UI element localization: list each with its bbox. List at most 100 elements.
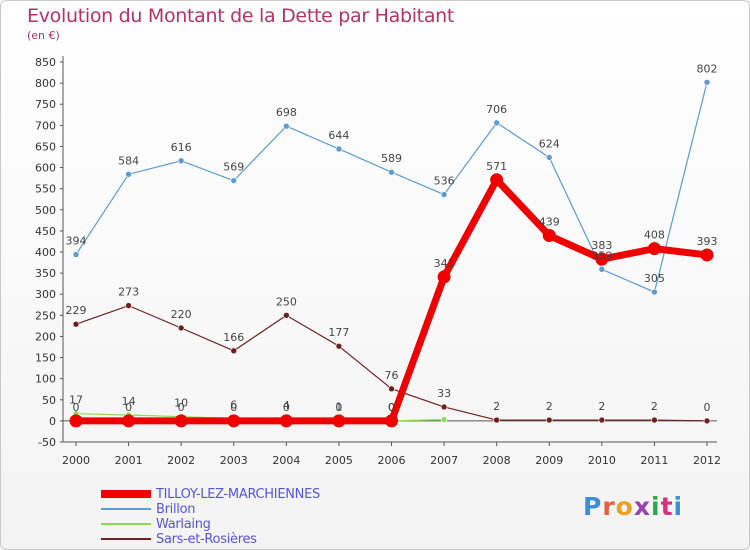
data-label: 305 [644, 272, 665, 285]
y-tick-label: 800 [35, 77, 56, 90]
data-label: 33 [437, 387, 451, 400]
x-tick-label: 2006 [378, 454, 406, 467]
data-point [595, 252, 609, 266]
data-point [598, 416, 606, 424]
data-point [174, 414, 188, 428]
data-point [542, 229, 556, 243]
chart-title: Evolution du Montant de la Dette par Hab… [27, 5, 455, 27]
data-point [493, 416, 500, 424]
y-tick-label: 150 [35, 352, 56, 365]
x-tick-label: 2008 [483, 454, 511, 467]
x-tick-label: 2004 [272, 454, 300, 467]
y-tick-label: 200 [35, 330, 56, 343]
x-tick-label: 2001 [115, 454, 143, 467]
data-label: 536 [434, 175, 455, 188]
x-tick-label: 2002 [167, 454, 195, 467]
data-point [700, 248, 714, 262]
data-point [335, 145, 343, 153]
y-tick-label: 850 [35, 56, 56, 69]
y-tick-label: 700 [35, 119, 56, 132]
y-tick-label: 750 [35, 98, 56, 111]
x-tick-label: 2012 [693, 454, 721, 467]
data-point [703, 417, 711, 425]
data-label: 571 [486, 160, 507, 173]
data-point [440, 191, 448, 198]
x-tick-label: 2010 [588, 454, 616, 467]
data-label: 1 [335, 400, 342, 413]
y-tick-label: 600 [35, 162, 56, 175]
y-tick-label: 50 [42, 394, 56, 407]
series-1 [72, 78, 711, 296]
data-point [440, 403, 448, 411]
data-label: 698 [276, 106, 297, 119]
data-label: 4 [283, 399, 290, 412]
logo-letter: i [651, 492, 661, 521]
data-label: 0 [125, 401, 132, 414]
series-0 [69, 173, 714, 428]
logo-letter: o [615, 492, 634, 521]
legend-label-tilloy: TILLOY-LEZ-MARCHIENNES [156, 487, 320, 502]
data-label: 0 [388, 401, 395, 414]
data-point [651, 416, 658, 424]
logo-letter: i [673, 492, 684, 521]
data-point [125, 302, 132, 309]
data-label: 2 [493, 400, 500, 413]
data-point [125, 171, 132, 178]
data-label: 569 [223, 161, 244, 174]
data-point [647, 242, 661, 256]
y-tick-label: 100 [35, 373, 56, 386]
data-label: 10 [174, 397, 188, 410]
data-point [437, 270, 451, 284]
data-label: 616 [171, 141, 192, 154]
data-point [283, 312, 290, 319]
data-label: 2 [651, 400, 658, 413]
legend-swatch-brillon [101, 508, 151, 510]
data-point [598, 266, 606, 273]
legend-swatch-sars [101, 538, 151, 540]
data-point [177, 157, 185, 165]
legend-swatch-warlaing [101, 523, 151, 525]
data-point [651, 288, 658, 296]
data-point [72, 251, 80, 258]
data-point [440, 416, 448, 423]
legend-label-warlaing: Warlaing [156, 517, 211, 532]
data-label: 439 [539, 216, 560, 229]
data-label: 220 [171, 308, 192, 321]
y-tick-label: 0 [49, 415, 56, 428]
x-tick-label: 2007 [430, 454, 458, 467]
data-label: 76 [385, 369, 399, 382]
x-tick-label: 2005 [325, 454, 353, 467]
data-point [545, 416, 553, 424]
data-point [230, 347, 238, 355]
data-label: 250 [276, 295, 297, 308]
data-point [230, 177, 238, 184]
data-point [490, 173, 504, 187]
data-label: 2 [598, 400, 605, 413]
legend-label-brillon: Brillon [156, 502, 196, 517]
data-label: 393 [697, 235, 718, 248]
data-label: 6 [230, 398, 237, 411]
x-tick-label: 2011 [640, 454, 668, 467]
y-tick-label: 500 [35, 204, 56, 217]
legend-label-sars: Sars-et-Rosières [156, 532, 257, 547]
data-label: 177 [328, 326, 349, 339]
data-label: 584 [118, 154, 139, 167]
y-tick-label: 550 [35, 183, 56, 196]
data-label: 0 [388, 401, 395, 414]
data-point [703, 78, 711, 86]
data-point [72, 320, 80, 328]
data-label: 0 [178, 401, 185, 414]
logo-letter: t [660, 492, 674, 521]
data-label: 408 [644, 229, 665, 242]
data-point [335, 342, 343, 350]
data-label: 394 [66, 235, 87, 248]
data-label: 383 [591, 239, 612, 252]
data-label: 2 [546, 400, 553, 413]
data-point [332, 414, 346, 428]
data-label: 706 [486, 103, 507, 116]
data-point [388, 168, 395, 176]
logo-letter: P [583, 492, 603, 521]
data-label: 229 [66, 304, 87, 317]
proxiti-logo: Proxiti [583, 492, 683, 521]
